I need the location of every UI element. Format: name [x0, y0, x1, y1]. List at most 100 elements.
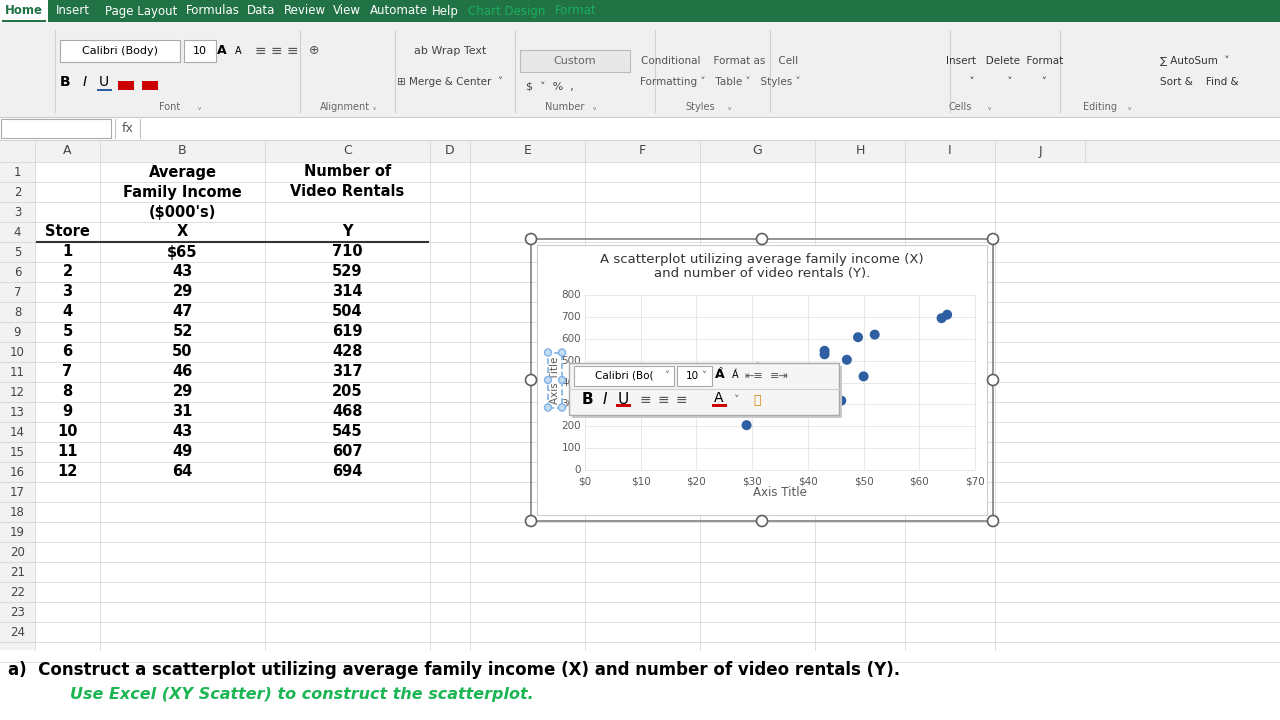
Circle shape	[869, 330, 879, 340]
Bar	[0, 140, 1280, 162]
Circle shape	[753, 363, 763, 373]
Text: 12: 12	[10, 385, 26, 398]
Text: Editing: Editing	[1083, 102, 1117, 112]
Text: Styles: Styles	[685, 102, 714, 112]
Text: A: A	[218, 45, 227, 58]
Text: Format: Format	[554, 4, 596, 17]
Bar	[585, 295, 975, 470]
Text: $65: $65	[168, 245, 197, 259]
Text: 9: 9	[63, 405, 73, 420]
Text: A: A	[234, 46, 242, 56]
Bar	[712, 404, 727, 407]
Text: $  ˅  %  ,: $ ˅ % ,	[526, 82, 573, 92]
Text: U: U	[99, 75, 109, 89]
Circle shape	[987, 374, 998, 385]
Text: 317: 317	[333, 364, 362, 379]
Text: 9: 9	[14, 325, 22, 338]
Text: ≡: ≡	[270, 44, 282, 58]
Text: 10: 10	[193, 46, 207, 56]
Text: 21: 21	[10, 565, 26, 578]
Text: 19: 19	[10, 526, 26, 539]
Text: 43: 43	[173, 425, 192, 439]
Text: Insert: Insert	[56, 4, 90, 17]
Circle shape	[526, 374, 536, 385]
Text: Font: Font	[160, 102, 180, 112]
Text: 16: 16	[10, 466, 26, 479]
Text: Conditional    Format as    Cell: Conditional Format as Cell	[641, 56, 799, 66]
Text: Number: Number	[545, 102, 585, 112]
Text: 47: 47	[173, 305, 192, 320]
Text: ≡⇥: ≡⇥	[769, 371, 788, 381]
Text: 3: 3	[14, 205, 22, 218]
Text: A: A	[714, 391, 723, 405]
Text: $10: $10	[631, 477, 650, 487]
Text: D: D	[445, 145, 454, 158]
Text: 5: 5	[63, 325, 73, 340]
Text: 11: 11	[58, 444, 78, 459]
Text: 23: 23	[10, 606, 24, 618]
Text: E: E	[524, 145, 531, 158]
Text: 52: 52	[173, 325, 193, 340]
Text: 18: 18	[10, 505, 24, 518]
Bar	[1, 119, 111, 138]
Text: I: I	[603, 392, 607, 408]
Text: 6: 6	[14, 266, 22, 279]
Circle shape	[526, 516, 536, 526]
Text: C: C	[343, 145, 352, 158]
Circle shape	[987, 516, 998, 526]
Text: 2: 2	[63, 264, 73, 279]
Text: 545: 545	[333, 425, 362, 439]
Bar	[142, 81, 157, 90]
Text: ≡: ≡	[657, 393, 669, 407]
Text: 3: 3	[63, 284, 73, 300]
Bar	[538, 245, 987, 515]
Bar	[0, 0, 49, 22]
Text: Number of: Number of	[303, 164, 392, 179]
Text: Y: Y	[342, 225, 353, 240]
Bar	[0, 162, 1280, 650]
Bar	[0, 650, 1280, 720]
Bar	[0, 117, 1280, 140]
Text: 2: 2	[14, 186, 22, 199]
Bar	[97, 89, 113, 91]
Text: 64: 64	[173, 464, 192, 480]
Circle shape	[558, 377, 566, 384]
Text: Axis Title: Axis Title	[550, 356, 561, 404]
Text: 500: 500	[562, 356, 581, 366]
Text: $40: $40	[797, 477, 818, 487]
Circle shape	[987, 233, 998, 245]
Text: 10: 10	[58, 425, 78, 439]
Text: ᵥ: ᵥ	[1128, 103, 1132, 112]
Text: Family Income: Family Income	[123, 184, 242, 199]
Text: Page Layout: Page Layout	[105, 4, 178, 17]
Text: 8: 8	[63, 384, 73, 400]
Text: 800: 800	[562, 290, 581, 300]
Text: 205: 205	[333, 384, 362, 400]
Text: 11: 11	[10, 366, 26, 379]
Circle shape	[842, 355, 852, 365]
Circle shape	[937, 313, 947, 323]
Text: Insert   Delete  Format: Insert Delete Format	[946, 56, 1064, 66]
Text: and number of video rentals (Y).: and number of video rentals (Y).	[654, 268, 870, 281]
Text: a)  Construct a scatterplot utilizing average family income (X) and number of vi: a) Construct a scatterplot utilizing ave…	[8, 661, 900, 679]
Text: 29: 29	[173, 384, 192, 400]
Circle shape	[756, 233, 768, 245]
Text: Review: Review	[284, 4, 326, 17]
Text: 15: 15	[10, 446, 24, 459]
Text: X: X	[177, 225, 188, 240]
Text: $30: $30	[742, 477, 762, 487]
Circle shape	[544, 377, 552, 384]
Text: 619: 619	[333, 325, 362, 340]
Text: Average: Average	[148, 164, 216, 179]
Bar	[677, 366, 712, 386]
Text: ⊕: ⊕	[308, 45, 319, 58]
Bar	[520, 50, 630, 72]
Text: A: A	[716, 369, 724, 382]
Text: Chart Design: Chart Design	[468, 4, 545, 17]
Circle shape	[558, 349, 566, 356]
Text: ˅: ˅	[733, 369, 737, 375]
Text: 31: 31	[173, 405, 193, 420]
Text: Data: Data	[247, 4, 275, 17]
Text: 13: 13	[10, 405, 24, 418]
Text: ˅: ˅	[701, 371, 707, 381]
